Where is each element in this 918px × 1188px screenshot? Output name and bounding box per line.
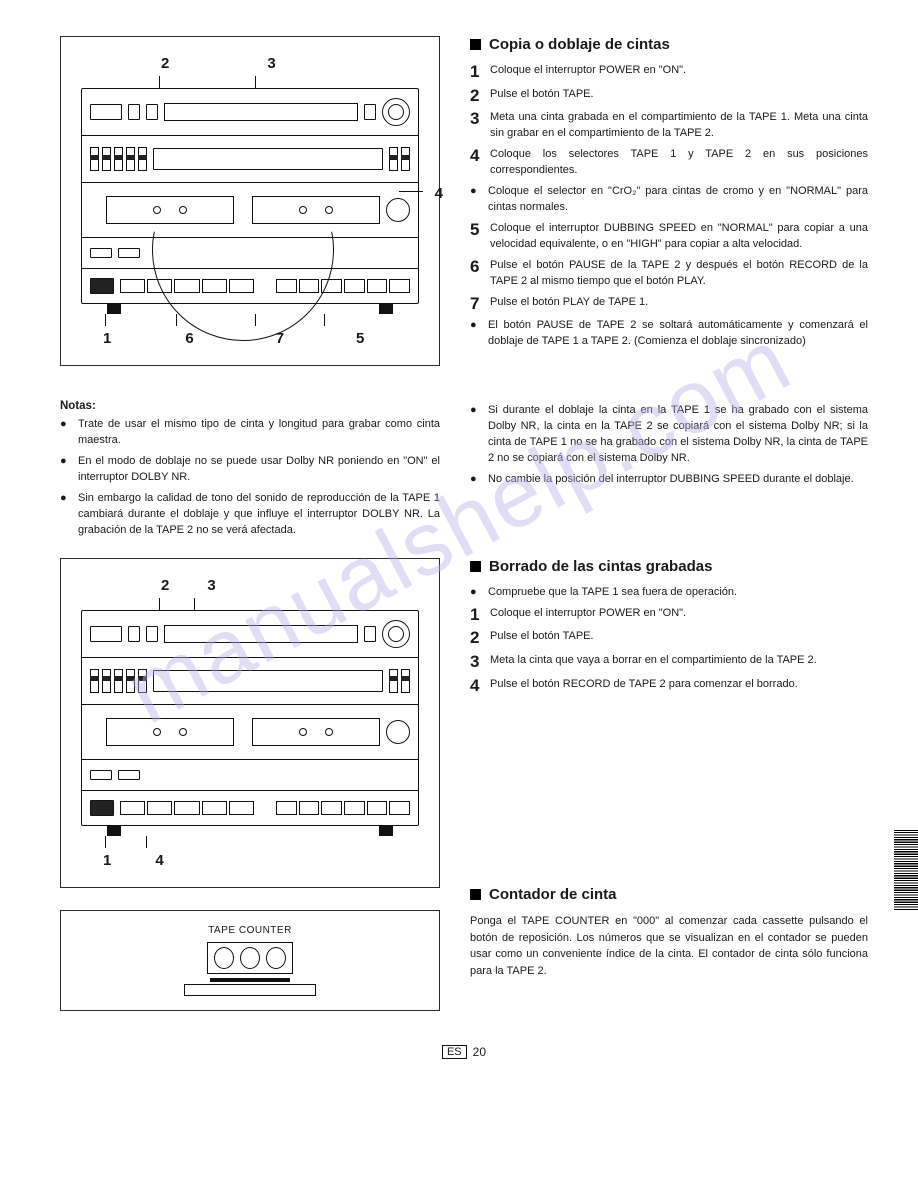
s2-step-3: Meta la cinta que vaya a borrar en el co… [490,653,868,672]
section-3-heading: Contador de cinta [470,886,868,903]
s2-step-2: Pulse el botón TAPE. [490,629,868,648]
diagram-2-frame: 2 3 [60,558,440,888]
s1-step-1: Coloque el interruptor POWER en "ON". [490,63,868,82]
s1-step-2: Pulse el botón TAPE. [490,87,868,106]
nota-r-1: Si durante el doblaje la cinta en la TAP… [488,403,868,467]
callout-5: 5 [356,330,364,347]
s1-step-6: Pulse el botón PAUSE de la TAPE 2 y desp… [490,258,868,290]
d2-callout-1: 1 [103,852,111,869]
nota-l-3: Sin embargo la calidad de tono del sonid… [78,491,440,539]
s2-lead-bullet: Compruebe que la TAPE 1 sea fuera de ope… [488,585,868,601]
nota-r-2: No cambie la posición del interruptor DU… [488,472,868,488]
s1-bullet-a: Coloque el selector en "CrO₂" para cinta… [488,184,868,216]
tape-counter-label: TAPE COUNTER [81,925,419,936]
nota-l-1: Trate de usar el mismo tipo de cinta y l… [78,417,440,449]
s1-step-7: Pulse el botón PLAY de TAPE 1. [490,295,868,314]
callout-6: 6 [185,330,193,347]
d2-callout-4: 4 [155,852,163,869]
callout-2: 2 [161,55,169,72]
notas-heading: Notas: [60,400,440,412]
section-2-heading: Borrado de las cintas grabadas [470,558,868,575]
tape-counter-frame: TAPE COUNTER [60,910,440,1011]
d2-callout-2: 2 [161,577,169,594]
nota-l-2: En el modo de doblaje no se puede usar D… [78,454,440,486]
stereo-system-illustration-2 [81,610,419,826]
stereo-system-illustration [81,88,419,304]
callout-3: 3 [267,55,275,72]
diagram-1-frame: 2 3 [60,36,440,366]
s3-body: Ponga el TAPE COUNTER en "000" al comenz… [470,913,868,979]
barcode-strip [894,830,918,910]
tape-counter-display [207,942,293,974]
s2-step-1: Coloque el interruptor POWER en "ON". [490,606,868,625]
callout-7: 7 [276,330,284,347]
page-footer: ES 20 [60,1045,868,1059]
section-1-heading: Copia o doblaje de cintas [470,36,868,53]
callout-1: 1 [103,330,111,347]
s1-step-3: Meta una cinta grabada en el compartimie… [490,110,868,142]
s1-bullet-b: El botón PAUSE de TAPE 2 se soltará auto… [488,318,868,350]
d2-callout-3: 3 [207,577,215,594]
s1-step-4: Coloque los selectores TAPE 1 y TAPE 2 e… [490,147,868,179]
callout-4: 4 [435,185,443,202]
s2-step-4: Pulse el botón RECORD de TAPE 2 para com… [490,677,868,696]
s1-step-5: Coloque el interruptor DUBBING SPEED en … [490,221,868,253]
